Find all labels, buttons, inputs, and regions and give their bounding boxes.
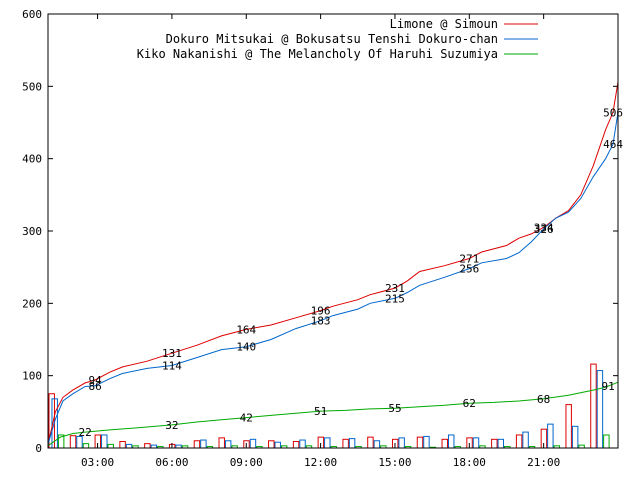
x-tick-label: 03:00: [81, 456, 114, 469]
y-tick-label: 300: [22, 225, 42, 238]
x-tick-label: 12:00: [304, 456, 337, 469]
data-label: 326: [534, 223, 554, 236]
series-line: [47, 381, 619, 447]
x-tick-label: 09:00: [230, 456, 263, 469]
data-label: 62: [463, 397, 476, 410]
data-label: 464: [603, 138, 623, 151]
data-label: 51: [314, 405, 327, 418]
data-label: 42: [240, 412, 253, 425]
hourly-bar: [367, 436, 374, 449]
data-label: 183: [311, 315, 331, 328]
y-tick-label: 100: [22, 370, 42, 383]
hourly-bar: [101, 434, 108, 449]
hourly-bar: [603, 434, 610, 449]
y-tick-label: 600: [22, 8, 42, 21]
series-lines: [47, 81, 619, 447]
y-tick-label: 200: [22, 297, 42, 310]
hourly-bar: [447, 434, 455, 449]
hourly-bar: [144, 443, 151, 449]
hourly-bars: [48, 363, 610, 449]
hourly-bar: [107, 443, 114, 449]
data-label: 256: [459, 263, 479, 276]
plot-frame: [47, 13, 619, 449]
data-label: 164: [236, 323, 256, 336]
hourly-bar: [491, 438, 498, 449]
hourly-bar: [193, 440, 201, 449]
data-label: 231: [385, 282, 405, 295]
data-label: 114: [162, 360, 182, 373]
hourly-bar: [324, 437, 331, 449]
data-label: 94: [88, 374, 102, 387]
hourly-bar: [224, 440, 232, 449]
data-labels: 94 131 164 196 231 271 334 506 86 114 140 183 215 256…: [79, 106, 624, 439]
hourly-bar: [590, 363, 597, 449]
series-line: [47, 112, 619, 445]
data-label: 68: [537, 393, 550, 406]
hourly-bar: [497, 438, 505, 449]
hourly-bar: [342, 438, 349, 449]
hourly-bar: [441, 438, 448, 449]
series-line: [47, 81, 619, 445]
legend-entry: Dokuro Mitsukai @ Bokusatsu Tenshi Dokur…: [166, 32, 498, 46]
hourly-bar: [218, 437, 225, 449]
hourly-bar: [274, 441, 281, 449]
data-label: 55: [388, 402, 401, 415]
data-label: 334: [534, 221, 554, 234]
hourly-bar: [249, 438, 257, 449]
axes: 0 100 200 300 400 500 600 03:00 06:00 09:00 12:00 1…: [22, 8, 619, 469]
data-label: 271: [459, 252, 479, 265]
data-label: 91: [601, 380, 614, 393]
data-label: 140: [236, 341, 256, 354]
hourly-bar: [571, 425, 579, 449]
hourly-bar: [522, 431, 529, 449]
hourly-bar: [119, 440, 126, 449]
data-label: 215: [385, 292, 405, 305]
data-label: 22: [79, 426, 92, 439]
hourly-bar: [472, 437, 480, 449]
hourly-bar: [299, 439, 306, 449]
y-tick-label: 400: [22, 153, 42, 166]
hourly-bar: [423, 435, 430, 449]
data-label: 32: [165, 419, 178, 432]
legend-entry: Kiko Nakanishi @ The Melancholy Of Haruh…: [137, 47, 498, 61]
x-tick-label: 06:00: [155, 456, 188, 469]
data-label: 131: [162, 347, 182, 360]
data-label: 506: [603, 106, 623, 119]
hourly-bar: [348, 438, 356, 449]
x-tick-label: 18:00: [453, 456, 486, 469]
hourly-bar: [373, 440, 381, 449]
x-tick-label: 15:00: [378, 456, 411, 469]
hourly-bar: [200, 439, 207, 449]
data-label: 196: [311, 305, 331, 318]
hourly-bar: [565, 404, 572, 449]
hourly-bar: [547, 423, 554, 449]
hourly-bar: [416, 436, 424, 449]
hourly-bar: [69, 435, 77, 449]
hourly-bar: [398, 437, 405, 449]
hourly-bar: [292, 440, 300, 449]
data-label: 86: [88, 380, 101, 393]
y-tick-label: 0: [35, 442, 42, 455]
y-tick-label: 500: [22, 80, 42, 93]
legend-entry: Limone @ Simoun: [390, 17, 498, 31]
hourly-bar: [515, 434, 523, 449]
x-tick-label: 21:00: [527, 456, 560, 469]
hourly-bar: [125, 443, 133, 449]
hourly-bar: [268, 440, 275, 449]
hourly-bar: [82, 443, 90, 449]
